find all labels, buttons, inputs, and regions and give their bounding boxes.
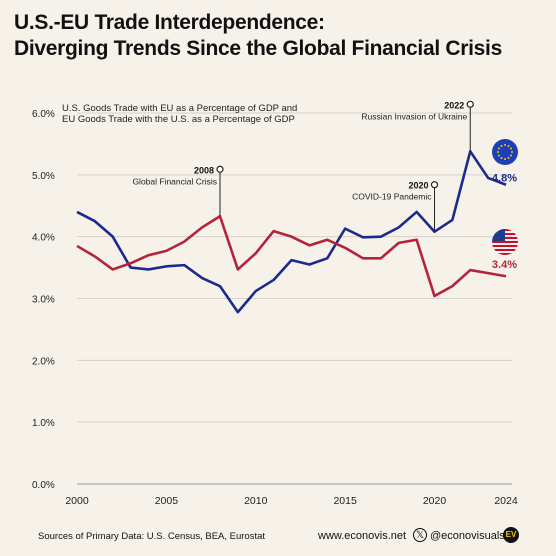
title-line-1: U.S.-EU Trade Interdependence: [14,11,325,34]
y-tick-label: 6.0% [32,109,55,120]
eu-flag-icon [492,139,518,165]
chart-subtitle-line-1: U.S. Goods Trade with EU as a Percentage… [62,103,297,114]
y-tick-label: 5.0% [32,171,55,182]
canton [492,229,505,241]
title-line-2: Diverging Trends Since the Global Financ… [14,37,502,60]
y-tick-label: 2.0% [32,356,55,367]
y-tick-label: 3.0% [32,295,55,306]
website-link[interactable]: www.econovis.net [318,530,407,542]
annotation-year: 2020 [408,181,428,191]
stripe [492,249,518,251]
footer: Sources of Primary Data: U.S. Census, BE… [0,520,556,556]
star [510,154,513,157]
star [500,157,503,160]
us-flag-icon [492,229,518,255]
stripe [492,253,518,255]
star [497,151,499,153]
annotation-year: 2008 [194,165,214,175]
annotation-text: COVID-19 Pandemic [352,192,432,202]
star [497,154,500,157]
annotation-marker [430,181,439,189]
star [507,144,510,147]
x-tick-label: 2005 [155,495,179,507]
x-tick-label: 2020 [423,495,447,507]
stripe [492,241,518,243]
star [497,147,500,150]
star [500,144,503,147]
annotation-text: Russian Invasion of Ukraine [361,111,467,121]
star [511,151,513,153]
chart-title: U.S.-EU Trade Interdependence: Diverging… [14,10,502,62]
series-line-us [76,214,507,298]
y-tick-label: 4.0% [32,233,55,244]
stripe [492,245,518,247]
annotation-marker [216,165,224,173]
annotation-year: 2022 [444,100,464,110]
y-tick-label: 1.0% [32,418,55,429]
star [510,147,513,150]
x-logo-icon: 𝕏 [413,528,427,542]
y-tick-label: 0.0% [32,480,55,491]
end-label-us: 3.4% [492,259,517,271]
annotation-text: Global Financial Crisis [132,176,217,186]
x-tick-label: 2010 [244,495,268,507]
annotation-marker [466,100,474,108]
star [504,144,506,146]
source-note: Sources of Primary Data: U.S. Census, BE… [38,531,266,542]
econovis-logo: EV [503,527,519,543]
x-tick-label: 2024 [494,495,518,507]
x-tick-label: 2000 [65,495,89,507]
chart-subtitle-line-2: EU Goods Trade with the U.S. as a Percen… [62,114,295,125]
x-tick-label: 2015 [333,495,357,507]
star [504,158,506,160]
star [507,157,510,160]
end-label-eu: 4.8% [492,173,517,185]
social-handle[interactable]: @econovisuals [430,530,505,542]
